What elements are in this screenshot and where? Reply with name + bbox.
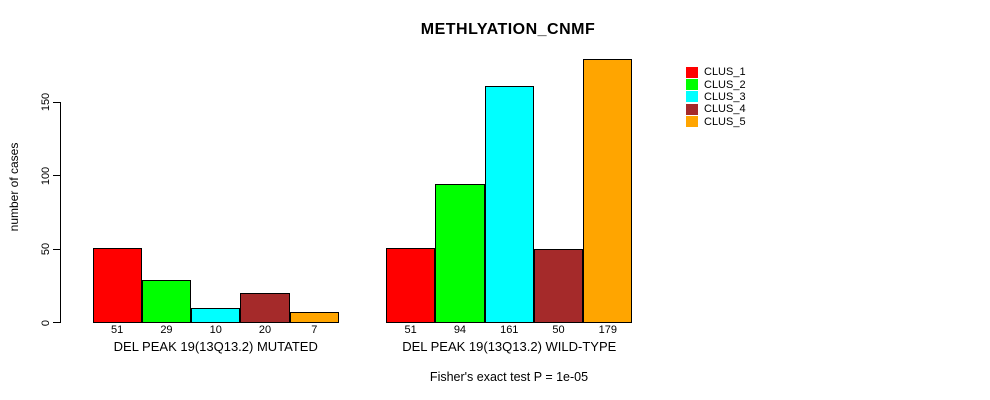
- bar-value-label: 29: [160, 324, 173, 336]
- legend-item: CLUS_1: [686, 66, 746, 78]
- bar-value-label: 51: [111, 324, 124, 336]
- legend-swatch-clus_2: [686, 79, 698, 91]
- bar-clus_4: [240, 293, 290, 323]
- bar-value-label: 179: [598, 324, 618, 336]
- bar-clus_3: [191, 307, 241, 323]
- legend-swatch-clus_4: [686, 103, 698, 115]
- bar-value-label: 50: [552, 324, 565, 336]
- bar-clus_3: [484, 85, 534, 323]
- group-label: DEL PEAK 19(13Q13.2) MUTATED: [113, 339, 318, 354]
- legend-item: CLUS_3: [686, 91, 746, 103]
- y-tick-mark: [53, 322, 60, 323]
- chart-title: METHLYATION_CNMF: [420, 21, 596, 38]
- bar-value-label: 10: [209, 324, 222, 336]
- bar-clus_5: [583, 59, 633, 323]
- group-label: DEL PEAK 19(13Q13.2) WILD-TYPE: [402, 339, 617, 354]
- legend-item: CLUS_4: [686, 103, 746, 115]
- bar-clus_2: [435, 184, 485, 323]
- bar-clus_2: [141, 279, 192, 323]
- y-tick-label: 0: [40, 319, 52, 326]
- y-tick-mark: [53, 175, 60, 176]
- y-tick-mark: [53, 248, 60, 250]
- legend-item-label: CLUS_3: [704, 90, 746, 103]
- bar-clus_4: [533, 249, 584, 323]
- legend-item-label: CLUS_4: [704, 103, 746, 116]
- y-tick-mark: [53, 101, 60, 103]
- y-axis-title: number of cases: [7, 142, 21, 232]
- y-tick-label: 100: [40, 166, 52, 185]
- y-tick-label: 50: [40, 242, 52, 256]
- bar-value-label: 161: [500, 324, 519, 336]
- bar-clus_1: [92, 247, 142, 323]
- legend-item-label: CLUS_2: [704, 78, 746, 91]
- legend-swatch-clus_5: [686, 116, 698, 128]
- y-tick-label: 150: [40, 92, 52, 112]
- legend-item: CLUS_2: [686, 78, 746, 91]
- bar-value-label: 51: [404, 324, 417, 336]
- legend-swatch-clus_1: [686, 66, 698, 78]
- bar-clus_1: [386, 247, 436, 323]
- bar-value-label: 20: [258, 324, 272, 336]
- legend: CLUS_1 CLUS_2 CLUS_3 CLUS_4 CLUS_5: [686, 66, 746, 128]
- legend-swatch-clus_3: [686, 91, 698, 103]
- legend-item: CLUS_5: [686, 116, 746, 128]
- bar-value-label: 7: [311, 324, 318, 336]
- bar-clus_5: [289, 312, 339, 323]
- bar-value-label: 94: [453, 324, 467, 336]
- legend-item-label: CLUS_1: [704, 66, 746, 79]
- y-axis-line: [60, 102, 61, 323]
- stat-annotation: Fisher's exact test P = 1e-05: [429, 370, 589, 384]
- legend-item-label: CLUS_5: [704, 115, 746, 128]
